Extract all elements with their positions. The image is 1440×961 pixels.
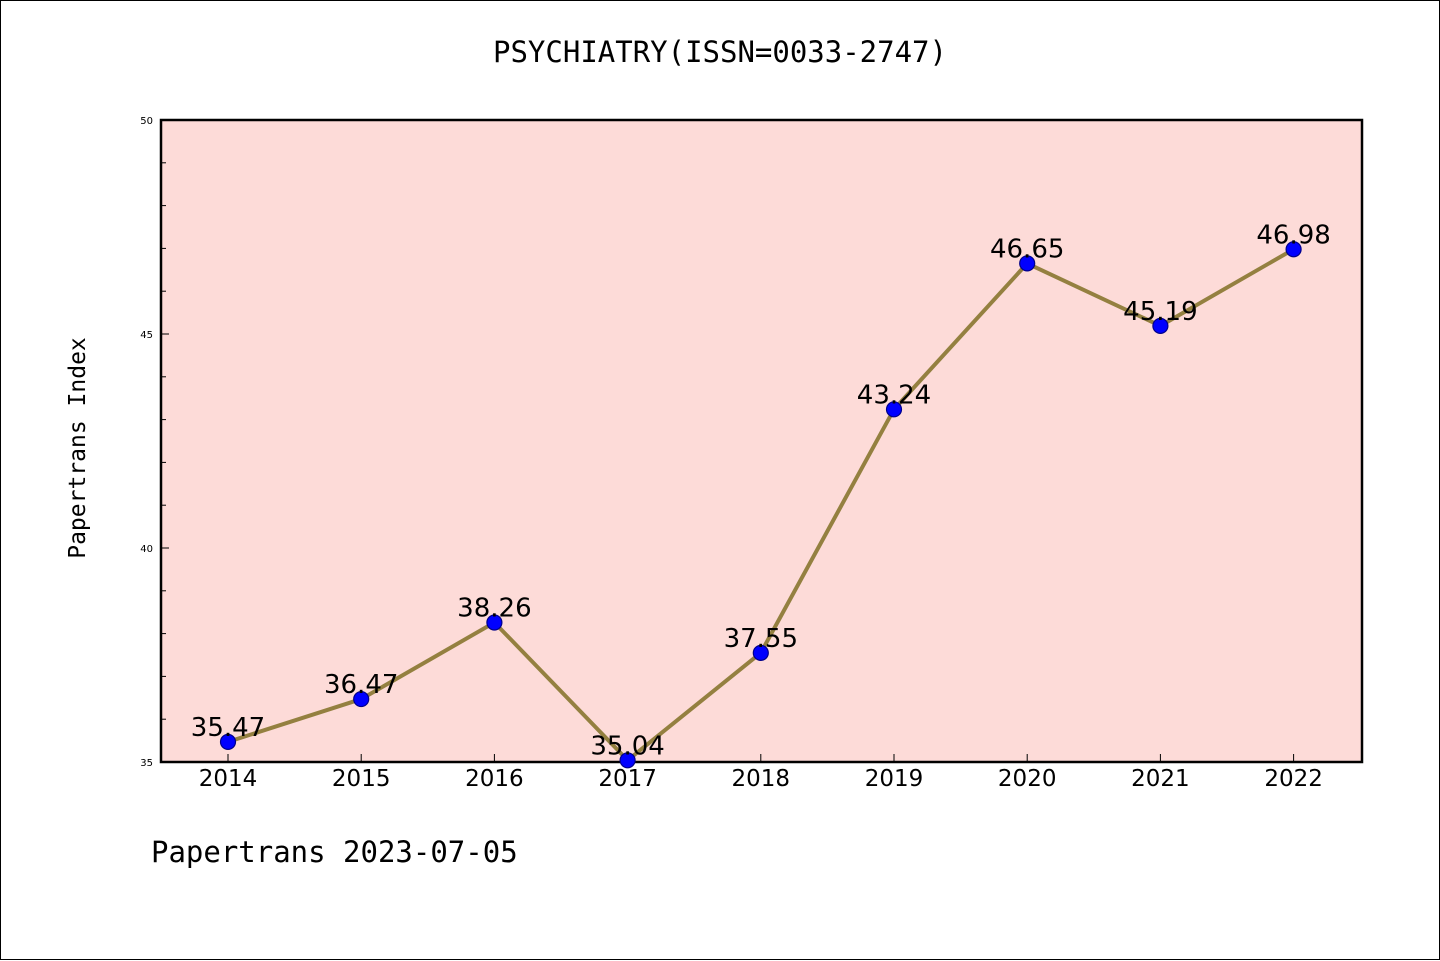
data-point (885, 401, 903, 418)
data-point (619, 752, 636, 769)
data-point (353, 690, 370, 708)
chart-title: PSYCHIATRY(ISSN=0033-2747) (493, 35, 947, 69)
data-point (486, 614, 503, 631)
x-axis: 2014 2015 2016 2017 2018 2019 2020 2021 2022 (199, 754, 1323, 792)
x-tick-label: 2019 (865, 766, 924, 792)
data-label: 36.47 (324, 670, 398, 700)
y-axis-label: Papertrans Index (65, 337, 91, 559)
y-axis: 35 40 45 50 (140, 116, 169, 769)
data-point (219, 733, 237, 750)
y-tick-label: 45 (140, 330, 153, 341)
data-label: 35.47 (191, 713, 265, 743)
data-point (1285, 241, 1302, 258)
y-tick-label: 40 (140, 544, 153, 555)
data-label: 45.19 (1123, 297, 1197, 327)
x-tick-label: 2015 (332, 766, 391, 792)
x-tick-label: 2022 (1264, 766, 1323, 792)
x-tick-label: 2020 (998, 766, 1057, 792)
footer-text: Papertrans 2023-07-05 (151, 835, 518, 869)
data-label: 35.04 (590, 731, 664, 761)
x-tick-label: 2017 (598, 766, 657, 792)
data-label: 46.65 (990, 234, 1064, 264)
data-point (1019, 255, 1036, 272)
y-tick-label: 35 (140, 758, 153, 769)
plot-area (159, 118, 1364, 764)
series-layer: 35.47 36.47 38.26 35.04 37.55 43.24 46.65 45.19… (191, 220, 1331, 769)
x-tick-label: 2021 (1131, 766, 1190, 792)
data-label: 43.24 (857, 380, 931, 410)
data-label: 37.55 (724, 624, 798, 654)
x-tick-label: 2018 (732, 766, 791, 792)
x-tick-label: 2014 (199, 766, 258, 792)
data-point (752, 644, 769, 661)
y-tick-label: 50 (140, 116, 153, 127)
data-point (1152, 317, 1169, 334)
x-tick-label: 2016 (465, 766, 524, 792)
data-label: 38.26 (457, 593, 531, 623)
data-label: 46.98 (1256, 220, 1330, 250)
